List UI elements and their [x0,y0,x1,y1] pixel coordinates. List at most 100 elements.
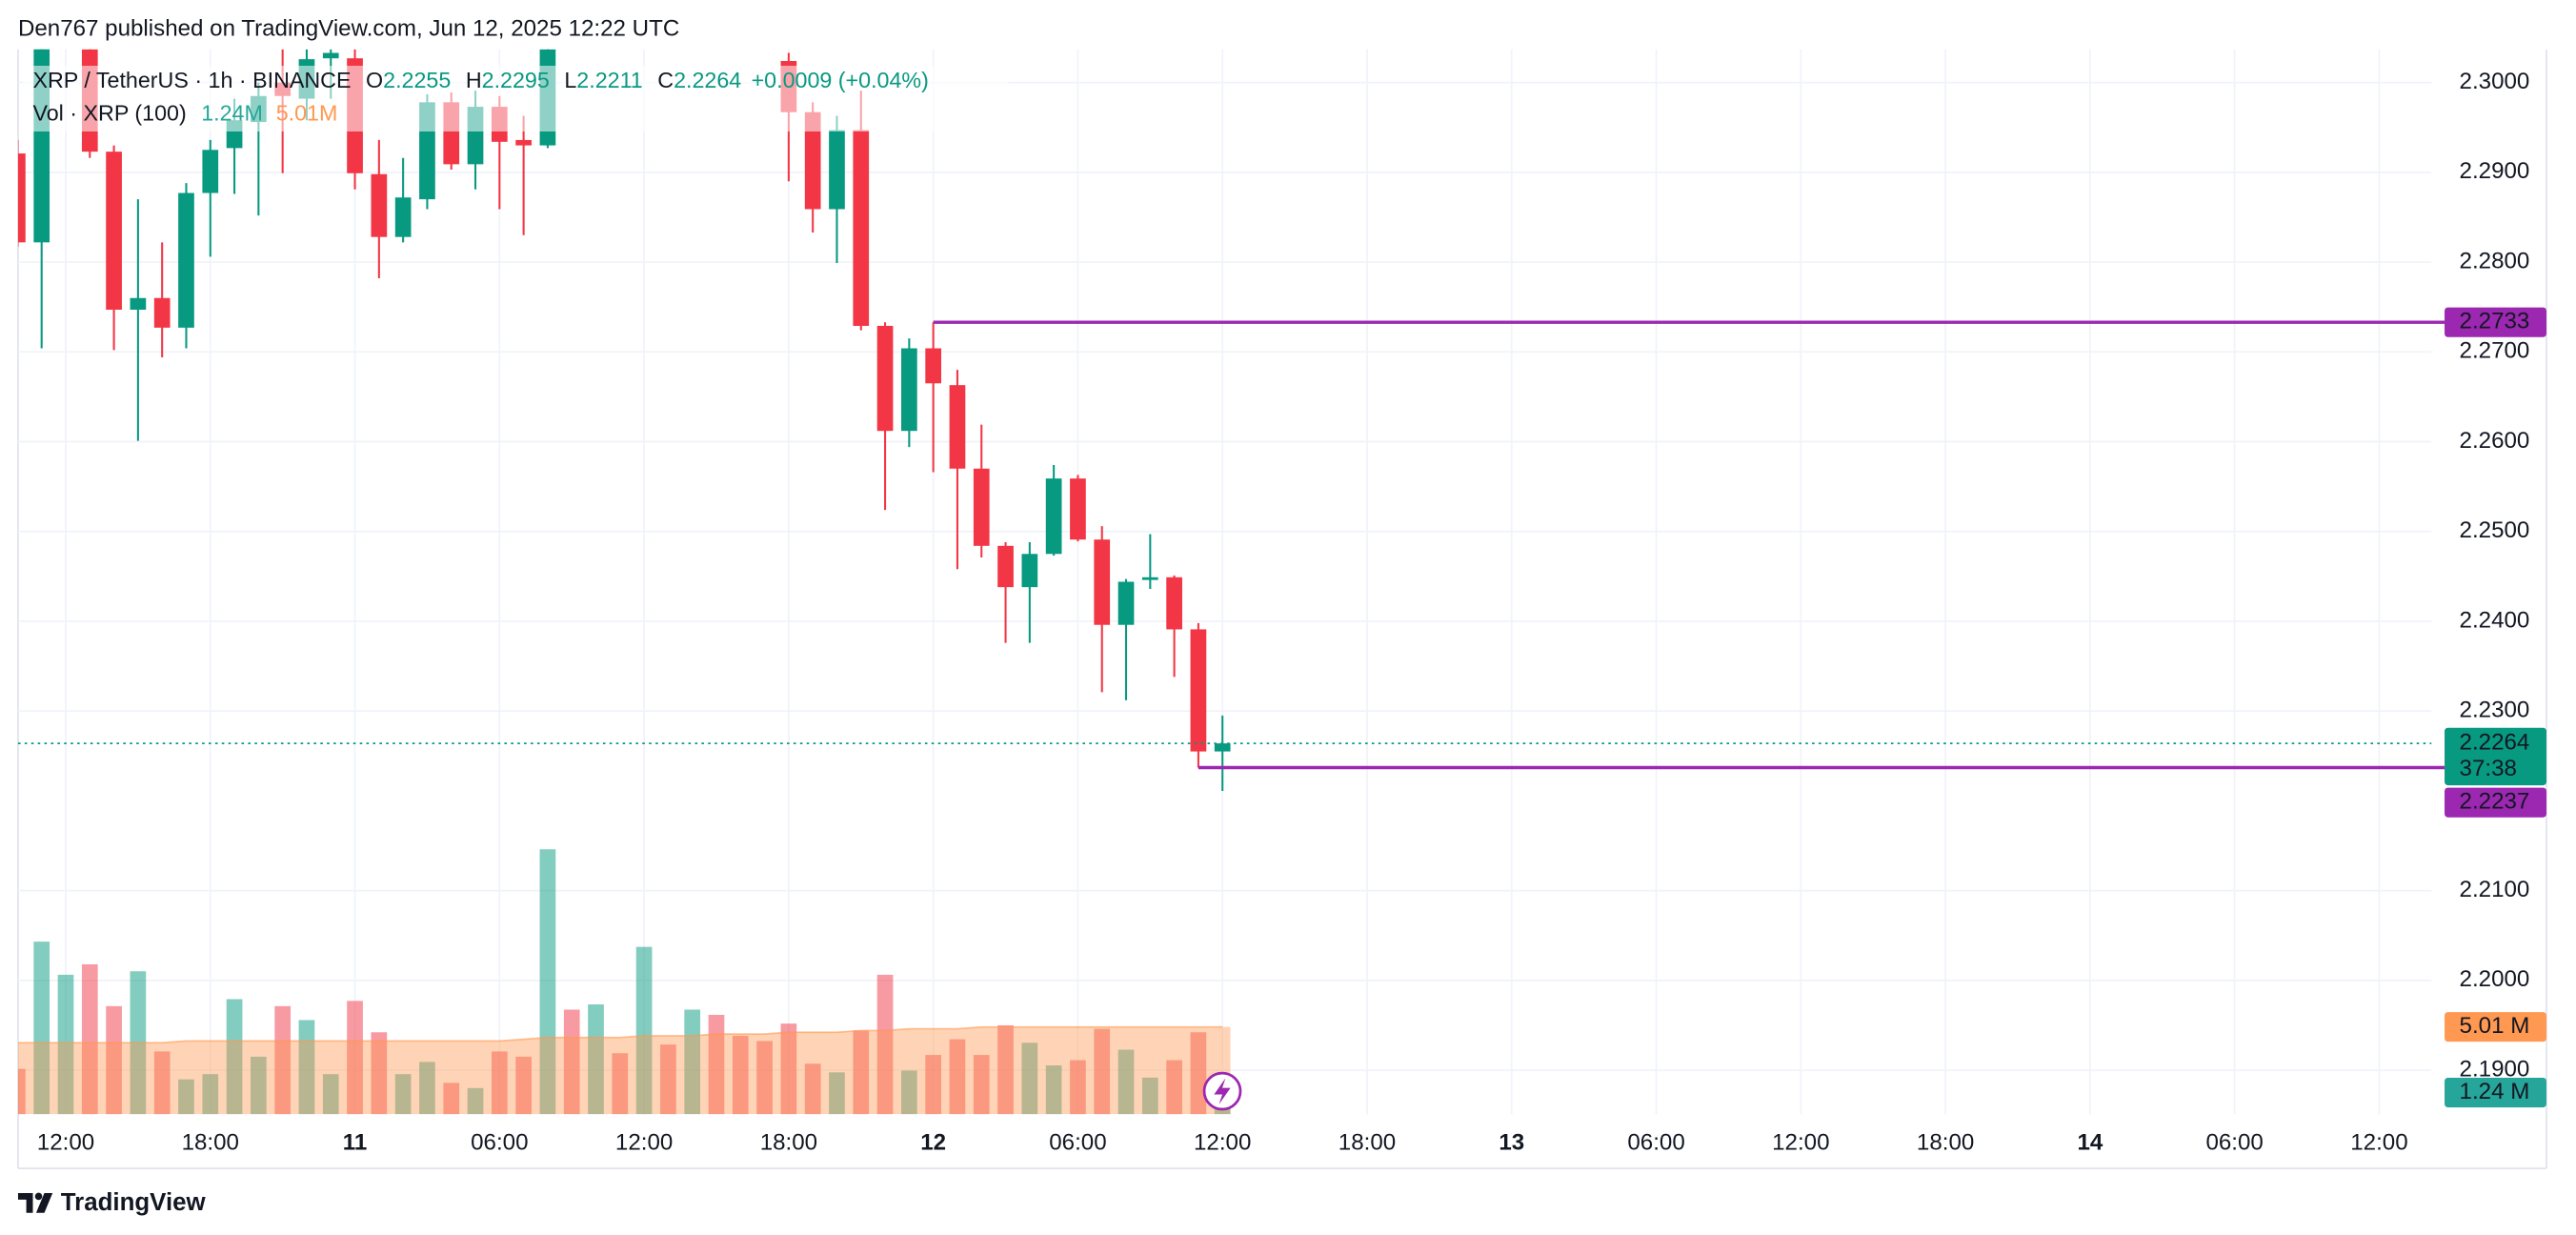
volume-bar [1070,1060,1086,1115]
volume-bar [106,1005,122,1115]
volume-bar [973,1055,990,1115]
logo-mark [34,1192,43,1201]
volume-bar [708,1014,725,1115]
volume-bar [925,1055,942,1115]
volume-bar [1190,1032,1207,1115]
footer-text: TradingView [61,1189,207,1216]
candle-body [925,348,942,384]
legend-value: 2.2211 [576,68,642,92]
ma-area [17,1026,1231,1115]
candle-body [106,152,122,311]
volume-bar [443,1083,460,1115]
candle-body [1070,478,1086,540]
y-tick-label: 2.3000 [2460,69,2530,94]
volume-bar [853,1030,870,1115]
replay-icon[interactable] [1202,1071,1242,1111]
volume-bar [780,1023,797,1115]
y-tick-label: 2.2900 [2460,158,2530,184]
candle-body [1190,629,1207,752]
logo-mark [17,1193,33,1213]
header-text: Den767 published on TradingView.com, Jun… [18,15,679,41]
volume-bar [274,1005,292,1115]
icon-bolt[interactable] [1214,1078,1231,1104]
volume-bar [57,974,74,1115]
volume-bar [1021,1043,1038,1115]
volume-axis-label: 1.24 M [2460,1079,2530,1104]
volume-bar [588,1004,604,1115]
x-tick-label: 18:00 [1338,1130,1396,1156]
legend-key: C [657,68,674,92]
volume-bar [563,1009,580,1115]
x-tick-label: 14 [2077,1130,2103,1156]
volume-bar [81,963,98,1115]
x-tick-label: 12:00 [615,1130,673,1156]
x-tick-label: 06:00 [2205,1130,2263,1156]
level-label-box [2445,787,2546,818]
candle-body [876,325,894,432]
y-tick-label: 2.2800 [2460,248,2530,273]
price-label: 2.2264 [2460,729,2530,755]
candle-body [997,545,1014,588]
legend-value: 2.2295 [482,68,550,92]
candle-body [853,130,870,326]
volume-pane [17,849,1231,1115]
ma-axis-label: 5.01 M [2460,1013,2530,1039]
volume-bar [419,1062,435,1115]
x-tick-label: 12:00 [1194,1130,1251,1156]
volume-bar [997,1024,1014,1115]
logo-mark [35,1193,53,1213]
volume-bar [660,1044,676,1115]
price-label-box [2445,727,2546,786]
candle-body [804,111,821,210]
legend-row: XRP / TetherUS · 1h · BINANCE O2.2255 H2.2… [32,68,928,92]
volume-bar [732,1035,749,1115]
volume-bar [153,1051,171,1115]
x-tick-label: 12:00 [37,1130,94,1156]
volume-bar [1045,1065,1062,1115]
volume-bar [635,946,653,1115]
y-tick-label: 2.2000 [2460,966,2530,992]
x-tick-label: 12:00 [1772,1130,1829,1156]
candle-body [1021,554,1038,588]
legend-volume-name: Vol · XRP (100) [32,101,186,126]
volume-bar [202,1074,219,1115]
candle-body [829,130,845,210]
volume-bar [226,999,243,1115]
candle-body [1214,743,1231,752]
candle-body [394,197,412,237]
footer-logo: TradingView [17,1189,207,1216]
volume-bar [1141,1077,1158,1115]
x-tick-label: 06:00 [1049,1130,1106,1156]
volume-label-box [2445,1078,2546,1108]
volume-bar [876,974,894,1115]
volume-bar [371,1032,388,1115]
x-tick-label: 18:00 [182,1130,239,1156]
volume-bar [347,1001,363,1115]
legend-value: 2.2264 [674,68,741,92]
ma-line [17,1025,1223,1044]
legend-symbol: XRP / TetherUS · 1h · BINANCE [32,68,351,92]
volume-bar [539,849,556,1115]
volume-bar [901,1070,917,1115]
volume-bar [1166,1060,1182,1115]
legend-volume-value: 1.24M [201,101,263,126]
x-tick-label: 06:00 [471,1130,528,1156]
volume-bar [756,1041,773,1115]
candle-body [202,150,219,193]
candle-body [901,348,917,432]
y-tick-label: 2.2400 [2460,607,2530,633]
x-tick-label: 18:00 [760,1130,817,1156]
x-tick-label: 12 [920,1130,946,1156]
volume-bar [298,1020,315,1115]
candle-body [515,139,532,146]
volume-bar [33,941,50,1115]
volume-bar [491,1051,508,1115]
candle-body [1094,539,1111,625]
candle-body [949,385,966,469]
level-label: 2.2237 [2460,789,2530,815]
candle-body [1045,478,1062,555]
candle-body [973,468,990,546]
candle-body [1166,577,1182,630]
